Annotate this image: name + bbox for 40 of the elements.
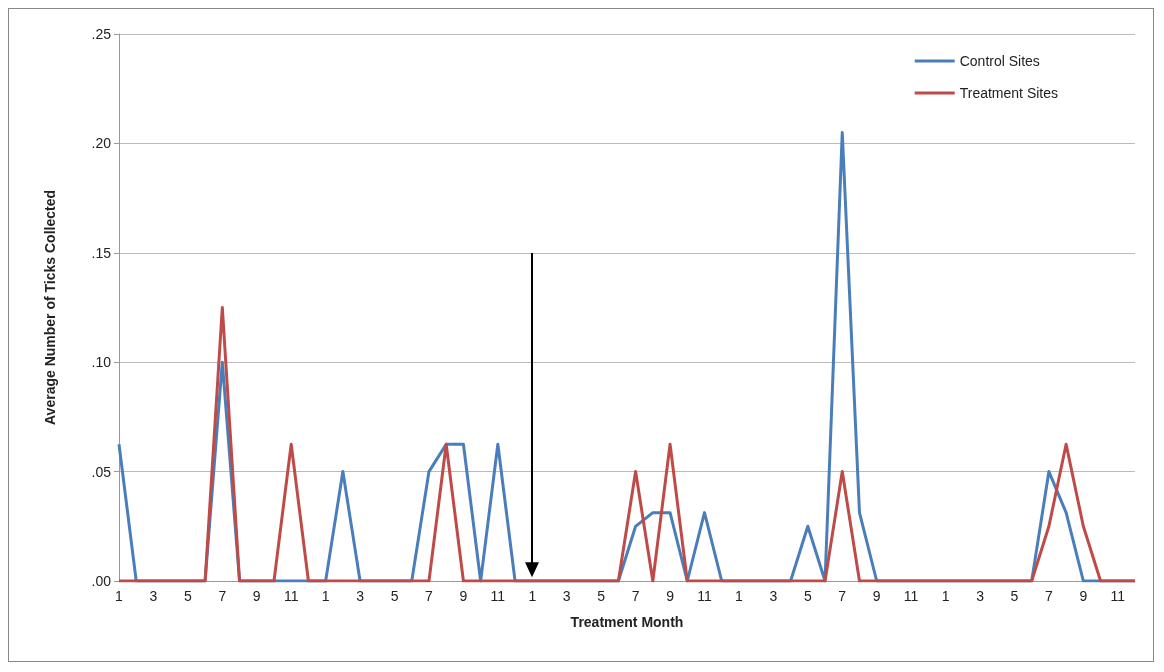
x-tick-label: 7	[425, 588, 434, 604]
x-tick-label: 7	[838, 588, 847, 604]
x-tick-label: 5	[183, 588, 192, 604]
x-tick-label: 5	[803, 588, 812, 604]
x-tick-label: 1	[941, 588, 950, 604]
x-tick-label: 9	[252, 588, 261, 604]
x-axis-title: Treatment Month	[570, 614, 684, 630]
x-tick-label: 3	[149, 588, 158, 604]
y-tick-label: .15	[91, 244, 112, 261]
x-tick-label: 3	[562, 588, 571, 604]
x-tick-label: 1	[735, 588, 744, 604]
y-tick-label: .00	[91, 573, 112, 589]
x-tick-label: 11	[1110, 588, 1126, 604]
x-tick-label: 9	[1079, 588, 1088, 604]
legend-label: Control Sites	[959, 53, 1040, 69]
y-tick-label: .20	[91, 135, 112, 152]
x-tick-label: 9	[666, 588, 675, 604]
x-tick-label: 1	[115, 588, 124, 604]
y-axis-title: Average Number of Ticks Collected	[42, 190, 58, 425]
x-tick-label: 11	[490, 588, 506, 604]
y-tick-label: .10	[91, 354, 112, 371]
x-tick-label: 7	[631, 588, 640, 604]
x-tick-label: 3	[356, 588, 365, 604]
x-tick-label: 5	[390, 588, 399, 604]
x-tick-label: 7	[1045, 588, 1053, 604]
x-tick-label: 1	[528, 588, 537, 604]
x-tick-label: 9	[872, 588, 881, 604]
x-tick-label: 5	[1010, 588, 1019, 604]
y-tick-label: .25	[91, 26, 112, 42]
x-tick-label: 5	[597, 588, 606, 604]
x-tick-label: 1	[321, 588, 330, 604]
x-tick-label: 3	[976, 588, 985, 604]
x-tick-label: 11	[903, 588, 919, 604]
x-tick-label: 11	[283, 588, 299, 604]
x-tick-label: 11	[697, 588, 712, 604]
x-tick-label: 7	[218, 588, 227, 604]
y-tick-label: .05	[91, 463, 112, 480]
x-tick-label: 3	[769, 588, 778, 604]
legend-label: Treatment Sites	[959, 85, 1058, 101]
x-tick-label: 9	[459, 588, 468, 604]
